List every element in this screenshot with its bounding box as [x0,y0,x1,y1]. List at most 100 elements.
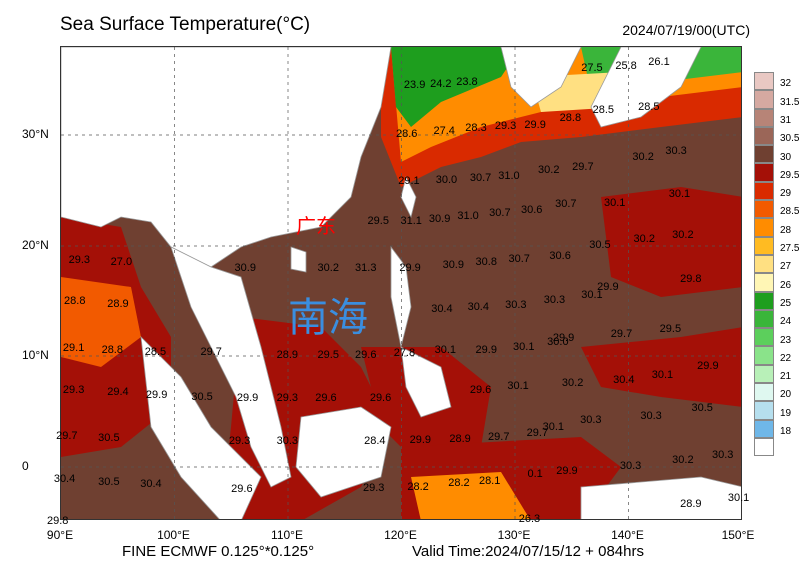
x-tick-130: 130°E [497,528,531,542]
sst-value-label: 29.4 [107,386,129,399]
sst-value-label: 26.1 [648,55,670,68]
legend-level-label: 27.5 [780,243,800,254]
legend-level-label: 28.5 [780,206,800,218]
land-japan [590,47,702,128]
legend-swatch [754,346,774,365]
sst-value-label: 29.9 [475,344,497,357]
legend-level-label: 30.5 [780,133,800,145]
sst-value-label: 30.5 [691,401,713,414]
sst-value-label: 31.3 [355,262,377,274]
color-legend [754,72,774,457]
legend-swatch [754,90,774,109]
legend-level-label: 29 [780,188,792,200]
legend-swatch [754,328,774,347]
sst-value-label: 29.7 [56,429,78,442]
sst-value-label: 24.2 [430,77,452,90]
sst-value-label: 30.3 [276,435,299,448]
sst-value-label: 30.9 [428,213,451,226]
sst-value-label: 29.6 [231,482,253,495]
land-asia [61,47,392,268]
sst-value-label: 30.0 [547,336,569,349]
sst-value-label: 29.9 [399,262,421,274]
sst-value-label: 30.4 [431,303,453,316]
sst-value-label: 30.3 [711,448,734,461]
legend-swatch [754,181,774,201]
chart-title: Sea Surface Temperature(°C) [60,14,311,35]
legend-swatch [754,126,774,146]
guangdong-label: 广东 [296,214,336,238]
land-taiwan [400,175,417,219]
legend-level-label: 24 [780,316,792,328]
sst-value-label: 26.3 [518,512,541,525]
sst-value-label: 28.1 [478,475,501,488]
legend-level-label: 29.5 [780,169,800,181]
sst-value-label: 30.7 [508,253,530,266]
sst-value-label: 30.7 [489,206,511,219]
legend-swatch [754,364,774,384]
y-tick-30n: 30°N [22,127,49,141]
sst-value-label: 29.9 [409,434,432,447]
x-tick-110: 110°E [271,528,303,542]
sst-value-label: 30.4 [613,374,635,387]
model-label: FINE ECMWF 0.125°*0.125° [122,543,315,560]
sst-value-label: 30.8 [475,256,497,269]
x-tick-90: 90°E [46,528,74,542]
sst-value-label: 30.7 [555,197,577,210]
sst-value-label: 30.1 [434,344,457,357]
legend-level-label: 28 [780,224,792,236]
land-hainan [290,246,307,273]
sst-value-label: 28.9 [107,297,129,310]
sst-value-label: 30.5 [98,431,120,444]
y-tick-0: 0 [22,459,29,473]
sst-value-label: 29.6 [315,391,337,404]
legend-swatch [754,72,774,91]
legend-level-label: 19 [780,407,792,419]
legend-swatch [754,218,774,237]
sst-value-label: 29.5 [367,215,389,228]
land-sumatra [140,335,262,519]
sst-value-label: 29.1 [62,341,85,354]
sst-value-label: 30.4 [53,472,76,485]
x-tick-140: 140°E [611,528,644,542]
sst-value-label: 28.8 [559,112,582,125]
sst-value-label: 28.8 [64,295,86,308]
sst-value-label: 29.3 [494,119,517,132]
sst-value-label: 27.0 [110,256,133,269]
sst-value-label: 29.7 [572,160,594,173]
sst-value-label: 29.9 [236,391,259,404]
legend-level-label: 32 [780,78,792,90]
sst-value-label: 29.9 [556,465,578,478]
sst-value-label: 31.0 [457,209,479,222]
x-tick-150: 150°E [721,528,755,542]
sst-value-label: 30.9 [234,262,256,274]
sst-value-label: 30.2 [672,228,694,241]
sst-value-label: 28.9 [449,432,471,445]
legend-level-label: 27 [780,261,792,273]
sst-value-label: 30.2 [633,233,655,246]
sst-value-label: 30.1 [727,491,750,504]
sst-value-label: 30.1 [507,379,529,392]
sst-value-label: 23.8 [456,75,478,88]
west-pacific-band [581,327,741,407]
sst-value-label: 29.6 [469,384,492,397]
legend-swatch [754,273,774,292]
sst-value-label: 30.6 [520,204,543,217]
sst-value-label: 28.8 [101,344,123,357]
sst-value-label: 29.5 [317,348,339,361]
sst-value-label: 29.9 [524,118,546,131]
sst-value-label: 29.9 [145,388,168,401]
sst-value-label: 30.1 [513,340,535,353]
sst-value-label: 30.3 [665,145,687,158]
sst-value-label: 29.7 [200,346,222,359]
sst-value-label: 30.5 [191,390,213,403]
legend-swatch [754,309,774,329]
legend-swatch [754,401,774,420]
land-borneo [295,406,392,498]
sst-value-label: 27.8 [393,347,416,360]
sst-value-label: 29.3 [276,391,299,404]
legend-swatch [754,236,774,255]
sst-value-label: 30.7 [469,172,492,185]
sst-value-label: 30.0 [435,174,458,187]
sst-value-label: 30.4 [467,300,489,313]
sst-value-label: 30.2 [317,262,339,274]
